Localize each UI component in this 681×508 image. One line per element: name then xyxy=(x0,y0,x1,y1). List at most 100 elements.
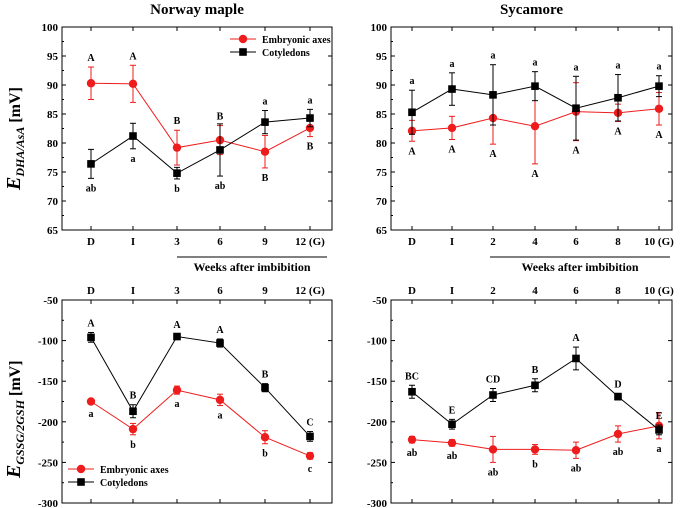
x-tick-label: 8 xyxy=(615,236,621,248)
panel-title: Sycamore xyxy=(500,2,563,18)
y-tick-label: -100 xyxy=(367,336,388,348)
y-tick-label: 75 xyxy=(47,167,59,179)
y-tick-label: 70 xyxy=(47,196,59,208)
significance-label: b xyxy=(262,449,268,460)
data-point xyxy=(306,432,314,441)
data-point xyxy=(447,123,457,133)
data-point xyxy=(87,333,95,342)
y-tick-label: -50 xyxy=(43,295,58,307)
series-embryonic-axes: A A A A A A A xyxy=(407,82,663,180)
x-tick-label: D xyxy=(87,285,95,297)
significance-label: D xyxy=(614,379,621,390)
significance-label: A xyxy=(531,169,539,180)
data-point xyxy=(448,85,456,93)
y-tick-label: 65 xyxy=(376,225,388,237)
data-point xyxy=(216,339,224,347)
significance-label: ab xyxy=(86,183,97,194)
x-tick-label: I xyxy=(450,285,454,297)
significance-label: a xyxy=(131,154,136,165)
x-tick-label: 9 xyxy=(262,285,268,297)
series-embryonic-axes: a b a a b c xyxy=(86,385,315,475)
y-tick-label: 80 xyxy=(376,138,388,150)
series-cotyledons: BC E CD B A D E xyxy=(405,333,663,436)
y-tick-label: -50 xyxy=(372,295,387,307)
data-point xyxy=(173,169,181,177)
x-tick-label: 6 xyxy=(217,285,223,297)
significance-label: E xyxy=(449,405,456,416)
data-point xyxy=(448,420,456,429)
data-point xyxy=(408,387,416,396)
y-tick-label: 90 xyxy=(376,80,388,92)
data-point xyxy=(173,332,181,341)
significance-label: E xyxy=(656,411,663,422)
significance-label: a xyxy=(491,51,496,62)
data-point xyxy=(489,391,497,399)
significance-label: ab xyxy=(613,447,624,458)
y-tick-label: 95 xyxy=(47,51,59,63)
legend-entry: Embryonic axes xyxy=(100,465,169,476)
series-cotyledons: A B A A B C xyxy=(87,318,314,442)
x-tick-label: 12 (G) xyxy=(295,236,325,248)
y-tick-label: -250 xyxy=(367,457,388,469)
weeks-bracket-left: Weeks after imbibition xyxy=(177,256,327,274)
x-tick-label: 12 (G) xyxy=(295,285,325,297)
panel-title: Norway maple xyxy=(150,2,244,18)
significance-label: A xyxy=(448,145,456,156)
significance-label: A xyxy=(408,146,416,157)
significance-label: A xyxy=(572,333,580,344)
data-point xyxy=(613,429,623,439)
data-point xyxy=(531,381,539,390)
significance-label: a xyxy=(308,95,313,106)
data-point xyxy=(306,114,314,122)
significance-label: A xyxy=(489,149,497,160)
y-tick-label: 90 xyxy=(47,80,59,92)
significance-label: a xyxy=(616,61,621,72)
y-label-bottom: EGSSG/2GSH [mV] xyxy=(3,360,27,479)
series-line xyxy=(90,335,311,437)
weeks-label-left: Weeks after imbibition xyxy=(193,260,310,274)
weeks-label-right: Weeks after imbibition xyxy=(521,260,638,274)
data-point xyxy=(172,143,182,152)
x-tick-label: 3 xyxy=(174,236,180,248)
legend-marker xyxy=(77,478,85,486)
legend-marker xyxy=(239,48,247,56)
data-point xyxy=(129,132,137,140)
significance-label: B xyxy=(307,142,314,153)
significance-label: B xyxy=(130,391,137,402)
y-tick-label: 85 xyxy=(376,109,388,121)
y-tick-label: 85 xyxy=(47,109,59,121)
significance-label: B xyxy=(217,112,224,123)
x-tick-label: 4 xyxy=(532,236,538,248)
data-point xyxy=(128,79,138,89)
data-point xyxy=(571,446,581,455)
x-tick-label: D xyxy=(408,285,416,297)
y-tick-label: -150 xyxy=(367,376,388,388)
x-tick-label: 9 xyxy=(262,236,268,248)
y-tick-label: -150 xyxy=(38,376,59,388)
significance-label: BC xyxy=(405,371,419,382)
data-point xyxy=(407,435,417,444)
data-point xyxy=(261,383,269,392)
significance-label: a xyxy=(218,411,223,422)
y-tick-label: 100 xyxy=(42,22,59,34)
significance-label: B xyxy=(532,365,539,376)
significance-label: b xyxy=(130,440,136,451)
series-line xyxy=(90,82,311,153)
x-tick-label: I xyxy=(131,285,135,297)
legend-entry: Cotyledons xyxy=(100,478,148,489)
significance-label: a xyxy=(89,409,94,420)
data-point xyxy=(531,82,539,90)
significance-label: ab xyxy=(488,467,499,478)
x-tick-label: I xyxy=(131,236,135,248)
data-point xyxy=(408,108,416,117)
panel-norway-maple-gssg: -300 -250 -200 -150 -100 -50 D I 3 6 9 12 (G) a b a a b c… xyxy=(38,285,333,508)
data-point xyxy=(530,121,540,131)
significance-label: b xyxy=(532,459,538,470)
significance-label: a xyxy=(574,62,579,73)
significance-label: A xyxy=(216,325,224,336)
y-tick-label: -100 xyxy=(38,336,59,348)
y-tick-label: 65 xyxy=(47,225,59,237)
significance-label: C xyxy=(306,418,313,429)
